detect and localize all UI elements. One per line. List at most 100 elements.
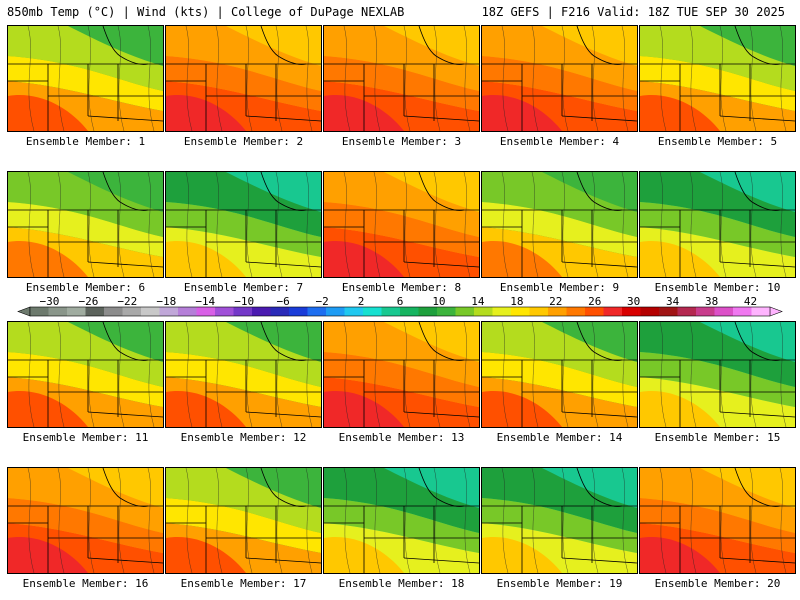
temperature-map	[323, 321, 480, 428]
member-label: Ensemble Member: 1	[25, 135, 146, 148]
colorbar-tick-label: −6	[277, 296, 290, 308]
colorbar-swatch	[733, 307, 752, 316]
colorbar-swatch	[548, 307, 567, 316]
colorbar-swatch	[659, 307, 678, 316]
colorbar-swatch	[252, 307, 271, 316]
temperature-map	[7, 467, 164, 574]
colorbar-swatch	[67, 307, 86, 316]
temperature-map	[481, 321, 638, 428]
colorbar-tick-label: −2	[315, 296, 328, 308]
colorbar-swatch	[122, 307, 142, 316]
colorbar-swatch	[677, 307, 697, 316]
temperature-map	[323, 467, 480, 574]
colorbar-tick-label: −26	[78, 296, 98, 308]
member-label: Ensemble Member: 16	[22, 577, 149, 590]
colorbar-swatch	[474, 307, 493, 316]
colorbar-tick-label: −18	[156, 296, 176, 308]
colorbar-swatch	[141, 307, 160, 316]
colorbar-swatch	[455, 307, 475, 316]
member-label: Ensemble Member: 5	[657, 135, 778, 148]
member-label: Ensemble Member: 13	[338, 431, 465, 444]
colorbar-swatch	[196, 307, 216, 316]
colorbar-tick-label: −22	[117, 296, 137, 308]
colorbar-tick-label: 30	[627, 296, 640, 308]
header: 850mb Temp (°C) | Wind (kts) | College o…	[0, 0, 800, 24]
colorbar-swatch	[566, 307, 586, 316]
colorbar-swatch	[696, 307, 715, 316]
colorbar-left-arrow	[17, 306, 31, 317]
temperature-map	[165, 25, 322, 132]
colorbar-swatch	[529, 307, 549, 316]
member-label: Ensemble Member: 3	[341, 135, 462, 148]
temperature-map	[7, 321, 164, 428]
temperature-map	[7, 25, 164, 132]
colorbar: −30 −26 −22 −18 −14 −10 −6 −2 2 6 10 14 18 22 26 30 34 38…	[0, 296, 800, 320]
temperature-map	[323, 171, 480, 278]
member-label: Ensemble Member: 7	[183, 281, 304, 294]
member-label: Ensemble Member: 18	[338, 577, 465, 590]
colorbar-swatch	[307, 307, 327, 316]
colorbar-tick-label: −10	[234, 296, 254, 308]
member-label: Ensemble Member: 4	[499, 135, 620, 148]
colorbar-swatch	[603, 307, 623, 316]
colorbar-swatch	[30, 307, 49, 316]
colorbar-right-arrow	[769, 306, 783, 317]
temperature-map	[323, 25, 480, 132]
colorbar-tick-label: 26	[588, 296, 601, 308]
colorbar-swatch	[289, 307, 308, 316]
temperature-map	[165, 467, 322, 574]
colorbar-tick-label: 38	[705, 296, 718, 308]
colorbar-swatch	[751, 307, 771, 316]
colorbar-tick-label: 34	[666, 296, 680, 308]
colorbar-tick-label: 10	[432, 296, 445, 308]
temperature-map	[165, 171, 322, 278]
colorbar-tick-label: 22	[549, 296, 562, 308]
colorbar-swatch	[585, 307, 604, 316]
member-label: Ensemble Member: 19	[496, 577, 623, 590]
member-label: Ensemble Member: 20	[654, 577, 781, 590]
colorbar-swatch	[622, 307, 641, 316]
temperature-map	[639, 171, 796, 278]
colorbar-swatch	[437, 307, 456, 316]
colorbar-swatch	[215, 307, 234, 316]
title-right: 18Z GEFS | F216 Valid: 18Z TUE SEP 30 20…	[481, 5, 785, 19]
colorbar-swatch	[159, 307, 179, 316]
temperature-map	[7, 171, 164, 278]
colorbar-tick-label: −30	[40, 296, 60, 308]
colorbar-swatch	[511, 307, 530, 316]
temperature-map	[639, 25, 796, 132]
colorbar-swatch	[85, 307, 105, 316]
temperature-map	[481, 467, 638, 574]
member-label: Ensemble Member: 11	[22, 431, 149, 444]
temperature-map	[481, 171, 638, 278]
member-label: Ensemble Member: 8	[341, 281, 462, 294]
colorbar-swatch	[344, 307, 364, 316]
temperature-map	[165, 321, 322, 428]
colorbar-tick-label: 42	[744, 296, 757, 308]
colorbar-swatch	[400, 307, 419, 316]
colorbar-swatch	[233, 307, 253, 316]
colorbar-tick-label: 2	[358, 296, 365, 308]
colorbar-tick-label: 18	[510, 296, 523, 308]
title-left: 850mb Temp (°C) | Wind (kts) | College o…	[7, 5, 405, 19]
member-label: Ensemble Member: 15	[654, 431, 781, 444]
colorbar-swatch	[492, 307, 512, 316]
member-label: Ensemble Member: 9	[499, 281, 620, 294]
member-label: Ensemble Member: 17	[180, 577, 307, 590]
temperature-map	[639, 467, 796, 574]
colorbar-tick-label: 6	[397, 296, 404, 308]
colorbar-swatch	[48, 307, 68, 316]
member-label: Ensemble Member: 14	[496, 431, 623, 444]
colorbar-swatch	[714, 307, 734, 316]
member-label: Ensemble Member: 6	[25, 281, 146, 294]
temperature-map	[639, 321, 796, 428]
member-label: Ensemble Member: 10	[654, 281, 781, 294]
colorbar-swatch	[104, 307, 123, 316]
colorbar-swatch	[270, 307, 290, 316]
colorbar-swatch	[381, 307, 401, 316]
colorbar-swatch	[178, 307, 197, 316]
colorbar-tick-label: −14	[195, 296, 215, 308]
colorbar-swatch	[418, 307, 438, 316]
temperature-map	[481, 25, 638, 132]
colorbar-swatch	[640, 307, 660, 316]
